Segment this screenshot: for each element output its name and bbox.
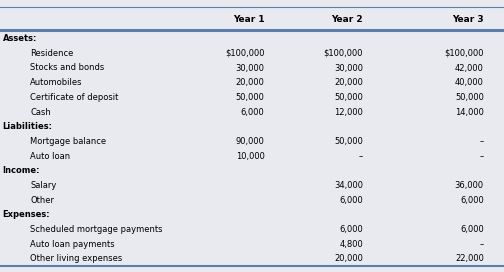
Text: Residence: Residence	[30, 49, 74, 58]
Text: 22,000: 22,000	[455, 254, 484, 264]
Text: Stocks and bonds: Stocks and bonds	[30, 63, 104, 73]
Text: Auto loan payments: Auto loan payments	[30, 240, 115, 249]
Text: Expenses:: Expenses:	[3, 210, 50, 220]
Text: Other living expenses: Other living expenses	[30, 254, 122, 264]
Text: $100,000: $100,000	[324, 49, 363, 58]
Text: 50,000: 50,000	[334, 93, 363, 102]
Text: 14,000: 14,000	[455, 107, 484, 117]
Text: 90,000: 90,000	[236, 137, 265, 146]
Text: Assets:: Assets:	[3, 34, 37, 43]
Text: Auto loan: Auto loan	[30, 152, 71, 161]
Text: $100,000: $100,000	[445, 49, 484, 58]
Text: –: –	[480, 240, 484, 249]
Text: 50,000: 50,000	[236, 93, 265, 102]
Text: Cash: Cash	[30, 107, 51, 117]
Text: Year 1: Year 1	[233, 14, 265, 24]
Text: Salary: Salary	[30, 181, 56, 190]
Text: 12,000: 12,000	[334, 107, 363, 117]
Text: Year 3: Year 3	[452, 14, 484, 24]
Text: 20,000: 20,000	[236, 78, 265, 87]
Text: 36,000: 36,000	[455, 181, 484, 190]
Text: Scheduled mortgage payments: Scheduled mortgage payments	[30, 225, 163, 234]
Text: Income:: Income:	[3, 166, 40, 175]
Text: 50,000: 50,000	[455, 93, 484, 102]
Text: 42,000: 42,000	[455, 63, 484, 73]
Text: 34,000: 34,000	[334, 181, 363, 190]
Text: 10,000: 10,000	[236, 152, 265, 161]
Text: 6,000: 6,000	[460, 225, 484, 234]
Text: 20,000: 20,000	[334, 254, 363, 264]
Text: 4,800: 4,800	[339, 240, 363, 249]
Text: –: –	[480, 137, 484, 146]
Text: 6,000: 6,000	[241, 107, 265, 117]
Text: Year 2: Year 2	[331, 14, 363, 24]
Text: 30,000: 30,000	[235, 63, 265, 73]
Text: –: –	[359, 152, 363, 161]
Text: 40,000: 40,000	[455, 78, 484, 87]
Text: $100,000: $100,000	[225, 49, 265, 58]
Text: 50,000: 50,000	[334, 137, 363, 146]
Text: Automobiles: Automobiles	[30, 78, 83, 87]
Text: 6,000: 6,000	[339, 196, 363, 205]
Text: 20,000: 20,000	[334, 78, 363, 87]
Text: Mortgage balance: Mortgage balance	[30, 137, 106, 146]
Text: 30,000: 30,000	[334, 63, 363, 73]
Text: 6,000: 6,000	[339, 225, 363, 234]
Text: Certificate of deposit: Certificate of deposit	[30, 93, 118, 102]
Text: 6,000: 6,000	[460, 196, 484, 205]
Text: –: –	[480, 152, 484, 161]
Text: Liabilities:: Liabilities:	[3, 122, 52, 131]
Text: Other: Other	[30, 196, 54, 205]
